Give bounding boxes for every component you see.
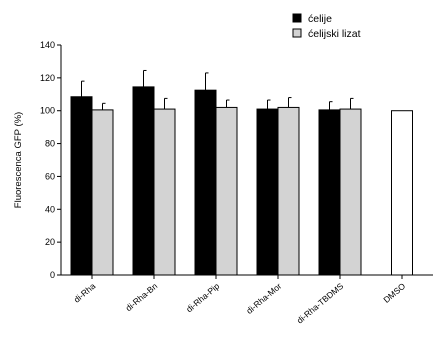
bar-celijski-lizat (277, 106, 300, 276)
y-tick-label: 20 (45, 237, 55, 247)
y-axis-label: Fluorescenca GFP (%) (13, 112, 24, 208)
x-tick-label: di-Rha-Bn (124, 281, 160, 313)
bar-celijski-lizat (215, 106, 238, 276)
legend-label: ćelije (308, 13, 332, 25)
x-tick-label: DMSO (381, 281, 407, 305)
bar-celijski-lizat (91, 109, 114, 276)
y-tick-label: 60 (45, 171, 55, 181)
legend-label: ćelijski lizat (308, 28, 361, 40)
bar-control (391, 110, 413, 276)
legend-swatch (292, 13, 302, 23)
bars (70, 69, 413, 276)
y-tick-label: 100 (40, 106, 55, 116)
x-tick-label: di-Rha-Pip (184, 281, 221, 315)
legend: ćelije ćelijski lizat (292, 13, 361, 40)
bar-celije (256, 108, 279, 276)
x-tick-label: di-Rha (72, 281, 98, 305)
x-tick-label: di-Rha-Mor (244, 281, 283, 316)
y-tick-label: 80 (45, 139, 55, 149)
y-tick-label: 120 (40, 73, 55, 83)
y-tick-label: 40 (45, 204, 55, 214)
bar-celijski-lizat (339, 108, 362, 276)
bar-celijski-lizat (153, 108, 176, 276)
x-tick-label: di-Rha-TBDMS (295, 281, 346, 326)
bar-celije (70, 96, 93, 276)
bar-celije (194, 89, 217, 276)
y-tick-label: 0 (50, 270, 55, 280)
bar-celije (318, 109, 341, 276)
legend-swatch (292, 28, 302, 38)
y-tick-label: 140 (40, 40, 55, 50)
bar-celije (132, 86, 155, 276)
